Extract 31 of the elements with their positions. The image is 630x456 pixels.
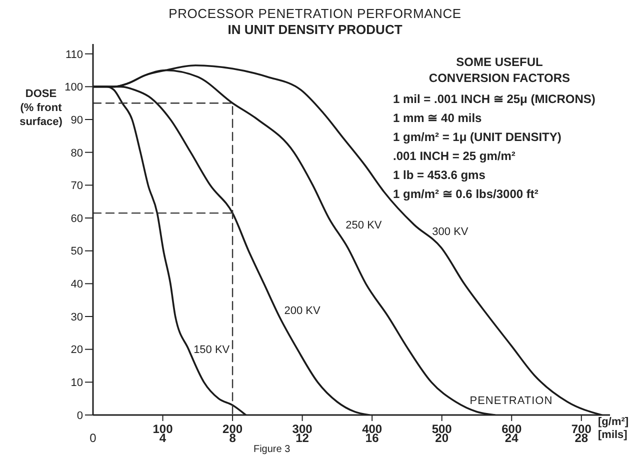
annotation: 1 mil = .001 INCH ≅ 25μ (MICRONS) <box>393 90 596 108</box>
y-tick-label: 90 <box>70 114 83 126</box>
caption: Figure 3 <box>253 444 290 455</box>
annotation: 1 gm/m² ≅ 0.6 lbs/3000 ft² <box>393 186 540 203</box>
y-tick-label: 110 <box>65 48 83 61</box>
y-axis-title: DOSE (% front surface) <box>20 88 62 128</box>
annotation: 1 lb = 453.6 gms <box>393 166 486 184</box>
annotation: SOME USEFUL CONVERSION FACTORS <box>428 54 572 86</box>
y-tick-label: 20 <box>70 344 83 356</box>
y-tick-label: 100 <box>64 82 83 94</box>
y-tick-label: 30 <box>70 311 83 324</box>
y-tick-label: 10 <box>70 377 83 390</box>
chart-subtitle: IN UNIT DENSITY PRODUCT <box>226 22 404 37</box>
x2-tick-label: 0 <box>88 431 98 445</box>
series-label: 250 KV <box>346 219 382 232</box>
y-tick-label: 80 <box>70 147 83 160</box>
x-axis-title: PENETRATION <box>470 395 553 408</box>
annotation: 1 gm/m² = 1μ (UNIT DENSITY) <box>393 128 562 146</box>
series-label: 150 KV <box>194 344 230 356</box>
series-label: 200 KV <box>284 304 322 317</box>
x2-axis-title: [mils] <box>598 429 628 441</box>
chart-title: PROCESSOR PENETRATION PERFORMANCE <box>168 6 462 21</box>
annotation: 1 mm ≅ 40 mils <box>393 110 483 127</box>
text: [g/m²] <box>598 416 629 428</box>
annotation: .001 INCH = 25 gm/m² <box>393 148 516 165</box>
y-tick-label: 40 <box>70 278 83 291</box>
y-tick-label: 60 <box>70 212 83 225</box>
series-label: 300 KV <box>432 226 469 238</box>
y-tick-label: 50 <box>70 246 83 258</box>
y-tick-label: 70 <box>70 180 83 192</box>
y-tick-label: 0 <box>76 410 83 422</box>
